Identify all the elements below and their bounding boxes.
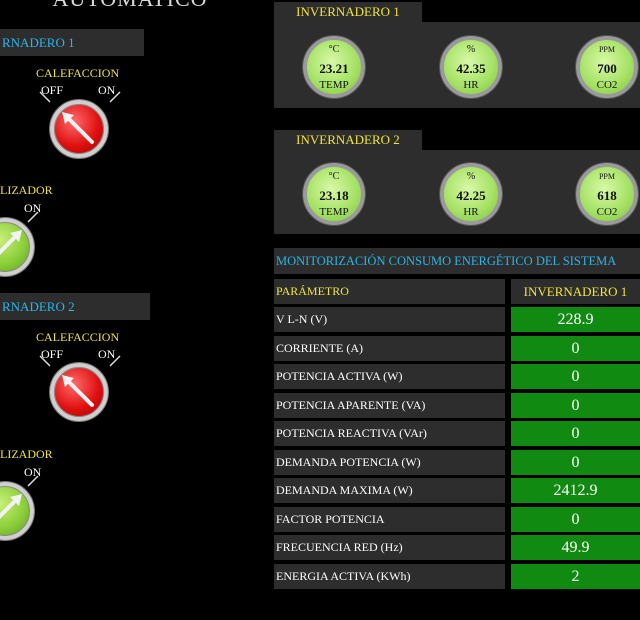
- gauge-value: 23.21: [319, 61, 349, 76]
- gauge-unit: °C: [328, 44, 340, 55]
- table-row: DEMANDA MAXIMA (W) 2412.9: [274, 478, 640, 503]
- param-name: DEMANDA MAXIMA (W): [274, 478, 505, 503]
- param-value: 0: [511, 449, 640, 475]
- param-name: POTENCIA ACTIVA (W): [274, 364, 505, 389]
- param-value: 0: [511, 421, 640, 446]
- heating-off-label-2: OFF: [41, 347, 64, 361]
- switch-on-tick-icon: [27, 475, 39, 487]
- heating-switch-label-2: CALEFACCION: [36, 330, 120, 344]
- param-name: POTENCIA REACTIVA (VAr): [274, 421, 505, 446]
- param-value: 0: [511, 506, 640, 532]
- control-section-header-1: RNADERO 1: [0, 29, 144, 56]
- co2-gauge-1: PPM 700 CO2: [576, 36, 638, 98]
- gauge-label: CO2: [596, 79, 618, 91]
- table-row: ENERGIA ACTIVA (KWh) 2: [274, 563, 640, 589]
- gauge-unit: %: [466, 44, 476, 55]
- ventilator-switch-label-1: LIZADOR: [0, 183, 53, 197]
- page-title: AUTOMATICO: [0, 0, 260, 12]
- gauge-label: TEMP: [319, 79, 349, 91]
- param-value: 228.9: [511, 307, 640, 332]
- table-row: POTENCIA ACTIVA (W) 0: [274, 364, 640, 389]
- control-section-header-2: RNADERO 2: [0, 293, 150, 320]
- switch-on-tick-icon: [27, 211, 39, 223]
- param-name: FACTOR POTENCIA: [274, 506, 505, 532]
- switch-pointer-icon: [0, 230, 22, 255]
- gauge-label: TEMP: [319, 206, 349, 218]
- gauge-value: 42.25: [456, 188, 486, 203]
- gauge-unit: PPM: [598, 45, 615, 54]
- table-row: DEMANDA POTENCIA (W) 0: [274, 449, 640, 475]
- switch-off-tick-icon: [39, 355, 51, 367]
- gauge-label: HR: [463, 79, 479, 91]
- param-name: FRECUENCIA RED (Hz): [274, 535, 505, 560]
- value-column-header: INVERNADERO 1: [511, 279, 640, 304]
- ventilator-switch-label-2: LIZADOR: [0, 447, 53, 461]
- gauge-value: 700: [597, 61, 617, 76]
- param-name: CORRIENTE (A): [274, 335, 505, 361]
- energy-table: PARÁMETRO INVERNADERO 1 V L-N (V) 228.9 …: [274, 279, 640, 592]
- heating-switch-1[interactable]: [50, 100, 108, 158]
- heating-off-label-1: OFF: [41, 83, 64, 97]
- switch-pointer-icon: [62, 375, 94, 407]
- switch-off-tick-icon: [39, 91, 51, 103]
- humidity-gauge-1: % 42.35 HR: [440, 36, 502, 98]
- gauge-label: HR: [463, 206, 479, 218]
- ventilator-on-label-1: ON: [24, 201, 42, 215]
- param-name: POTENCIA APARENTE (VA): [274, 392, 505, 418]
- param-name: DEMANDA POTENCIA (W): [274, 449, 505, 475]
- energy-monitor-title: MONITORIZACIÓN CONSUMO ENERGÉTICO DEL SI…: [274, 248, 640, 274]
- table-header-row: PARÁMETRO INVERNADERO 1: [274, 279, 640, 304]
- param-name: ENERGIA ACTIVA (KWh): [274, 563, 505, 589]
- gauge-unit: °C: [328, 171, 340, 182]
- greenhouse-2-tab: INVERNADERO 2: [274, 130, 422, 150]
- heating-switch-2[interactable]: [50, 363, 108, 421]
- co2-gauge-2: PPM 618 CO2: [576, 163, 638, 225]
- ventilator-switch-2[interactable]: [0, 482, 34, 540]
- gauge-unit: %: [466, 171, 476, 182]
- switch-on-tick-icon: [109, 355, 121, 367]
- param-value: 49.9: [511, 535, 640, 560]
- heating-switch-label-1: CALEFACCION: [36, 66, 120, 80]
- table-row: V L-N (V) 228.9: [274, 307, 640, 332]
- heating-on-label-1: ON: [98, 83, 116, 97]
- table-row: POTENCIA REACTIVA (VAr) 0: [274, 421, 640, 446]
- gauge-value: 23.18: [319, 188, 349, 203]
- param-value: 2: [511, 563, 640, 589]
- temp-gauge-2: °C 23.18 TEMP: [303, 163, 365, 225]
- ventilator-on-label-2: ON: [24, 465, 42, 479]
- switch-on-tick-icon: [109, 91, 121, 103]
- gauge-value: 42.35: [456, 61, 486, 76]
- param-name: V L-N (V): [274, 307, 505, 332]
- gauge-label: CO2: [596, 206, 618, 218]
- temp-gauge-1: °C 23.21 TEMP: [303, 36, 365, 98]
- switch-pointer-icon: [62, 112, 94, 144]
- table-row: CORRIENTE (A) 0: [274, 335, 640, 361]
- greenhouse-1-tab: INVERNADERO 1: [274, 2, 422, 22]
- table-row: FACTOR POTENCIA 0: [274, 506, 640, 532]
- switch-pointer-icon: [0, 494, 22, 519]
- param-value: 0: [511, 335, 640, 361]
- param-column-header: PARÁMETRO: [274, 279, 505, 304]
- param-value: 2412.9: [511, 478, 640, 503]
- param-value: 0: [511, 364, 640, 389]
- table-row: POTENCIA APARENTE (VA) 0: [274, 392, 640, 418]
- gauge-value: 618: [597, 188, 617, 203]
- heating-on-label-2: ON: [98, 347, 116, 361]
- param-value: 0: [511, 392, 640, 418]
- ventilator-switch-1[interactable]: [0, 218, 34, 276]
- humidity-gauge-2: % 42.25 HR: [440, 163, 502, 225]
- table-row: FRECUENCIA RED (Hz) 49.9: [274, 535, 640, 560]
- gauge-unit: PPM: [598, 172, 615, 181]
